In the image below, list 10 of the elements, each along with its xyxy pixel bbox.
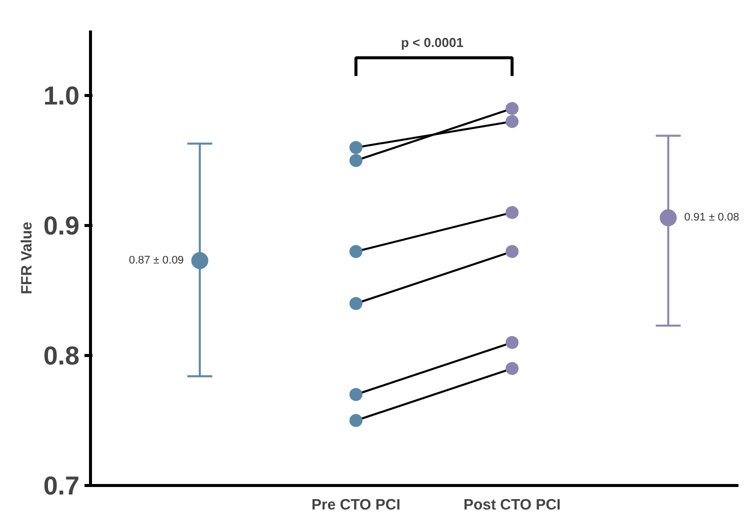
y-tick-label: 0.7 xyxy=(43,470,80,500)
y-axis-title: FFR Value xyxy=(18,222,36,294)
y-tick-label: 0.8 xyxy=(43,340,80,370)
x-tick-label: Post CTO PCI xyxy=(463,496,561,514)
data-label: 0.91 ± 0.08 xyxy=(684,212,740,224)
data-label: 0.87 ± 0.09 xyxy=(128,254,184,267)
y-tick-label: 1.0 xyxy=(43,80,80,110)
y-tick-label: 0.9 xyxy=(43,210,80,240)
x-tick-label: Pre CTO PCI xyxy=(311,496,400,514)
annotation: p < 0.0001 xyxy=(400,34,464,50)
